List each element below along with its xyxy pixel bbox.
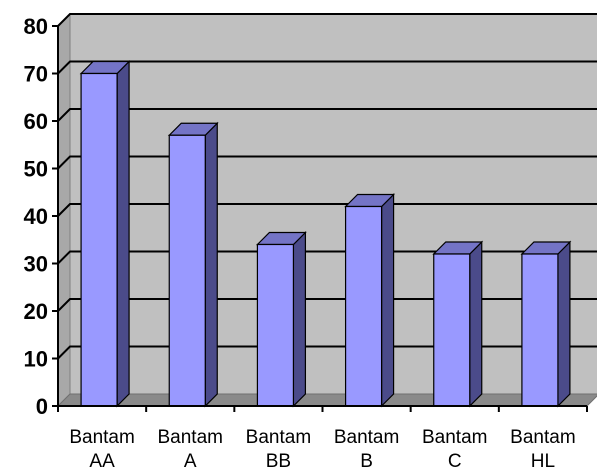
y-tick-label: 0: [36, 394, 48, 419]
x-tick-label: Bantam B: [334, 427, 399, 470]
gridline: [57, 60, 597, 75]
bar-side: [204, 121, 218, 408]
gridline: [57, 298, 597, 312]
bar-side: [116, 60, 130, 408]
x-tick-label: Bantam A: [158, 427, 223, 470]
x-tick-label-line: Bantam: [334, 427, 399, 448]
x-tick-label-line: B: [360, 451, 373, 470]
x-tick-label-line: Bantam: [158, 427, 223, 448]
bars: [79, 60, 572, 408]
x-tick-label: Bantam BB: [246, 427, 311, 470]
bar-front: [168, 134, 206, 407]
x-tick-label-line: HL: [531, 451, 555, 470]
gridline: [57, 13, 597, 27]
x-tick-label-line: Bantam: [246, 427, 311, 448]
y-tick-label: 60: [24, 109, 48, 134]
x-tick-label-line: AA: [89, 451, 115, 470]
gridline: [57, 108, 597, 122]
gridline: [57, 203, 597, 217]
x-tick-label: Bantam AA: [69, 427, 134, 470]
x-tick-label-line: BB: [266, 451, 291, 470]
bar-side: [557, 240, 571, 408]
bar-front: [344, 205, 383, 407]
bar-front: [433, 253, 471, 407]
x-tick-label-line: Bantam: [69, 427, 134, 448]
x-tick-label-line: A: [184, 451, 197, 470]
bar-side: [380, 193, 395, 408]
bar: [79, 60, 131, 408]
bar-side: [292, 231, 307, 408]
y-tick-label: 30: [24, 252, 48, 277]
x-tick-label-line: Bantam: [422, 427, 487, 448]
y-tick-label: 50: [24, 157, 48, 182]
bar-front: [256, 243, 295, 407]
gridlines: [57, 13, 597, 360]
gridline: [57, 345, 597, 360]
bar: [167, 121, 219, 408]
y-axis: 0 10 20 30 40 50 60 70 80: [24, 14, 59, 419]
bar: [432, 240, 484, 408]
floor: [56, 393, 597, 407]
bar-front: [521, 253, 559, 407]
bar: [344, 193, 396, 408]
y-tick-label: 80: [24, 14, 48, 39]
x-tick-label-line: C: [448, 451, 462, 470]
x-tick-label: Bantam C: [422, 427, 487, 470]
y-tick-label: 40: [24, 204, 48, 229]
bar-front: [80, 72, 118, 407]
bar: [255, 231, 307, 408]
x-tick-label: Bantam HL: [510, 427, 575, 470]
gridline: [57, 250, 597, 265]
y-tick-label: 10: [24, 347, 48, 372]
y-tick-label: 70: [24, 62, 48, 87]
y-tick-label: 20: [24, 299, 48, 324]
gridline: [57, 155, 597, 170]
bar-side: [469, 240, 483, 408]
x-tick-label-line: Bantam: [510, 427, 575, 448]
bar: [520, 240, 572, 408]
